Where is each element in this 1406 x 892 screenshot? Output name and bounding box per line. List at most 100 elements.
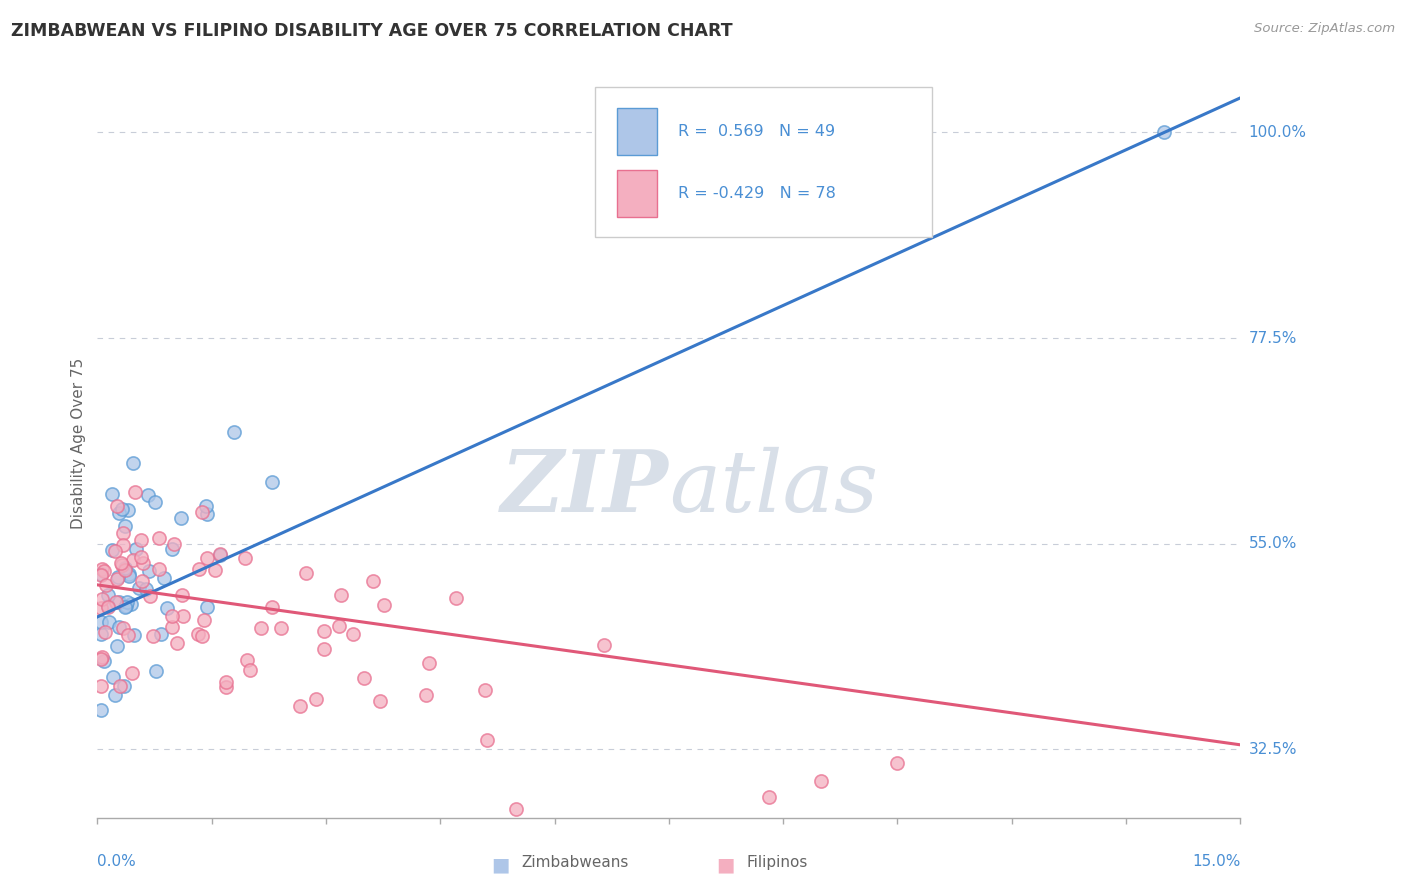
- Point: [208, 548, 231, 562]
- Point: [593, 638, 616, 652]
- Point: [270, 621, 292, 635]
- Point: [114, 518, 136, 533]
- Point: [208, 547, 231, 561]
- Point: [328, 619, 350, 633]
- Point: [100, 487, 122, 501]
- FancyBboxPatch shape: [617, 108, 658, 154]
- Point: [125, 541, 148, 556]
- Point: [131, 533, 153, 548]
- Point: [193, 613, 215, 627]
- Point: [118, 566, 141, 581]
- Point: [131, 574, 153, 589]
- Point: [190, 505, 212, 519]
- Point: [195, 551, 218, 566]
- Point: [103, 688, 125, 702]
- Text: 15.0%: 15.0%: [1192, 854, 1240, 869]
- Point: [90, 615, 112, 630]
- Point: [90, 703, 112, 717]
- Point: [312, 624, 335, 639]
- Point: [236, 653, 259, 667]
- Point: [187, 627, 209, 641]
- Point: [121, 456, 143, 470]
- Point: [94, 625, 117, 640]
- Point: [136, 488, 159, 502]
- Point: [138, 589, 160, 603]
- Point: [160, 542, 183, 557]
- Text: ZIMBABWEAN VS FILIPINO DISABILITY AGE OVER 75 CORRELATION CHART: ZIMBABWEAN VS FILIPINO DISABILITY AGE OV…: [11, 22, 733, 40]
- Point: [97, 589, 120, 603]
- Point: [90, 679, 112, 693]
- Text: Filipinos: Filipinos: [747, 855, 807, 871]
- Point: [91, 562, 114, 576]
- Text: Source: ZipAtlas.com: Source: ZipAtlas.com: [1254, 22, 1395, 36]
- Point: [96, 599, 118, 614]
- Point: [148, 531, 170, 545]
- Point: [90, 652, 112, 666]
- Y-axis label: Disability Age Over 75: Disability Age Over 75: [72, 358, 86, 529]
- Point: [368, 694, 391, 708]
- Point: [239, 664, 262, 678]
- Point: [474, 683, 496, 698]
- Point: [90, 568, 112, 582]
- Point: [93, 654, 115, 668]
- Point: [194, 499, 217, 513]
- Text: 0.0%: 0.0%: [97, 854, 136, 869]
- Point: [105, 595, 128, 609]
- Point: [115, 594, 138, 608]
- Point: [93, 564, 115, 578]
- Point: [172, 609, 194, 624]
- Text: 55.0%: 55.0%: [1249, 536, 1296, 551]
- Point: [118, 568, 141, 582]
- Point: [111, 525, 134, 540]
- Point: [191, 629, 214, 643]
- Point: [98, 615, 121, 629]
- Point: [108, 595, 131, 609]
- Point: [101, 670, 124, 684]
- Point: [105, 500, 128, 514]
- Point: [415, 688, 437, 702]
- Point: [305, 691, 328, 706]
- Point: [110, 557, 132, 571]
- Point: [361, 574, 384, 589]
- Point: [163, 537, 186, 551]
- Point: [215, 680, 238, 694]
- Point: [135, 582, 157, 596]
- Point: [128, 581, 150, 595]
- Point: [758, 790, 780, 805]
- Point: [122, 553, 145, 567]
- Point: [250, 621, 273, 635]
- Point: [444, 591, 467, 606]
- Point: [260, 599, 283, 614]
- Point: [195, 508, 218, 522]
- Point: [117, 628, 139, 642]
- Point: [1153, 126, 1175, 140]
- Point: [122, 628, 145, 642]
- FancyBboxPatch shape: [595, 87, 932, 237]
- Point: [312, 641, 335, 656]
- Point: [418, 657, 440, 671]
- Point: [288, 698, 311, 713]
- Point: [111, 558, 134, 573]
- Point: [195, 600, 218, 615]
- Point: [90, 591, 112, 606]
- Text: 32.5%: 32.5%: [1249, 742, 1298, 757]
- Point: [90, 567, 112, 582]
- Point: [329, 589, 352, 603]
- Point: [114, 600, 136, 615]
- Point: [124, 484, 146, 499]
- Point: [810, 774, 832, 789]
- Point: [170, 588, 193, 602]
- Point: [111, 502, 134, 516]
- Point: [166, 636, 188, 650]
- Point: [295, 566, 318, 580]
- Point: [353, 671, 375, 685]
- Point: [117, 503, 139, 517]
- Point: [97, 599, 120, 614]
- Point: [107, 506, 129, 520]
- Point: [373, 598, 395, 612]
- Point: [91, 649, 114, 664]
- Text: ■: ■: [716, 855, 734, 874]
- Point: [114, 561, 136, 575]
- Point: [142, 629, 165, 643]
- Point: [260, 475, 283, 489]
